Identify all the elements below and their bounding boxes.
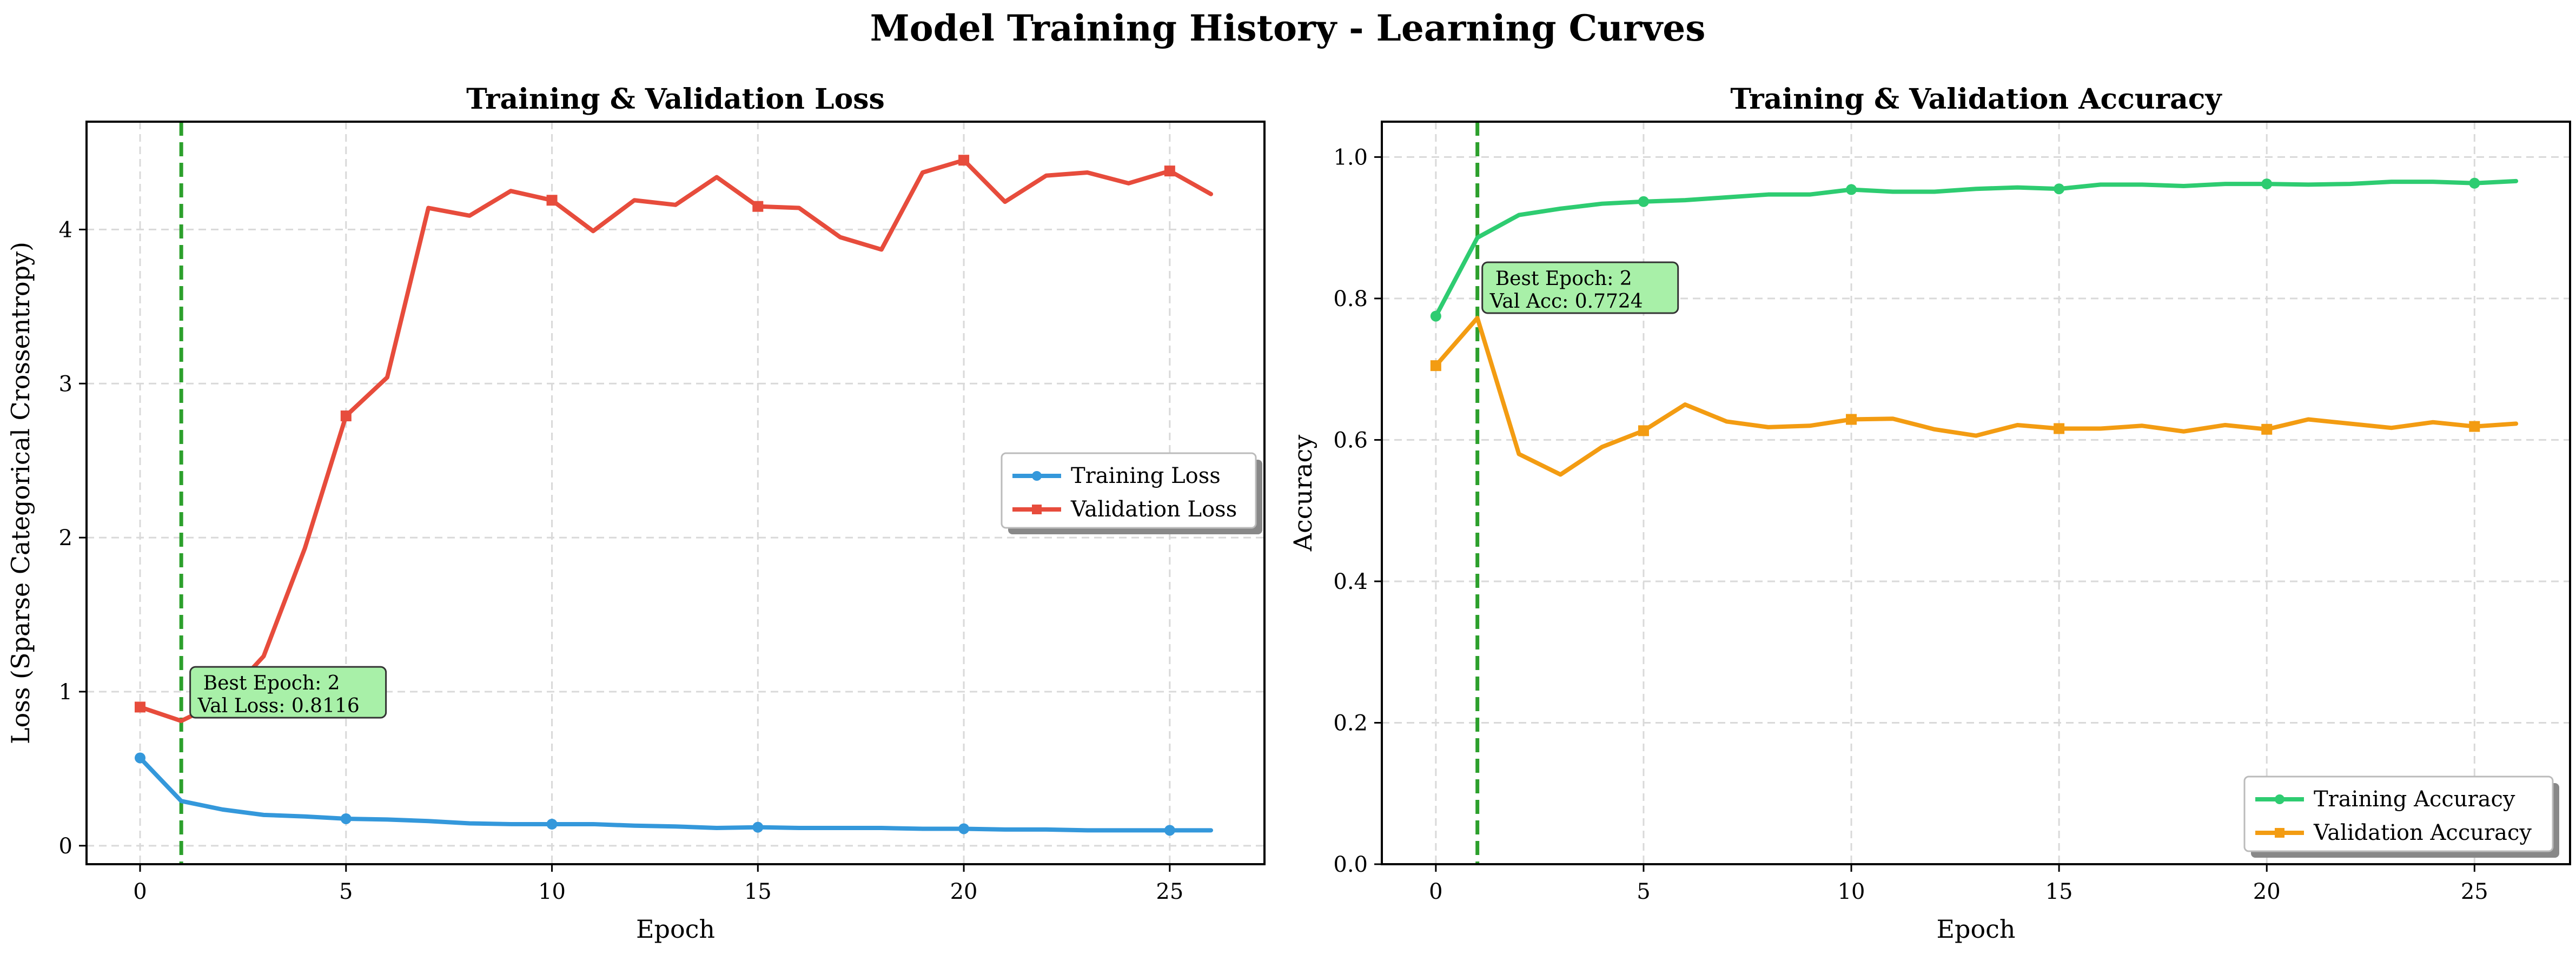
x-tick-label: 25: [1156, 879, 1183, 904]
data-point: [2261, 178, 2273, 190]
data-point: [1164, 165, 1175, 177]
legend-marker: [1032, 505, 1042, 514]
data-point: [2054, 183, 2065, 195]
loss-chart: 0 5 10 15 20 25 0 1 2 3 4 Epoch Loss (Sparse Categor…: [6, 83, 1266, 944]
x-tick-label: 10: [1838, 879, 1865, 904]
data-point: [2469, 421, 2480, 432]
chart-title: Training & Validation Loss: [466, 83, 885, 116]
data-point: [546, 818, 558, 830]
accuracy-chart: 0 5 10 15 20 25 0.0 0.2 0.4 0.6 0.8 1.0 Epoch Accurac…: [1288, 83, 2571, 944]
y-axis-label: Loss (Sparse Categorical Crossentropy): [6, 242, 35, 744]
figure-title: Model Training History - Learning Curves: [870, 7, 1706, 49]
best-epoch-annotation: [1481, 261, 1679, 314]
plot-frame: [85, 121, 1266, 865]
y-tick-label: 0.6: [1333, 428, 1368, 453]
legend-label: Training Accuracy: [2314, 787, 2515, 812]
x-tick-label: 25: [2461, 879, 2488, 904]
data-point: [2469, 177, 2480, 189]
x-tick-label: 5: [339, 879, 353, 904]
series-line-val-loss: [138, 158, 1213, 724]
series-line-train-acc: [1433, 178, 2519, 319]
y-tick-label: 0.4: [1333, 569, 1368, 594]
data-point: [958, 155, 970, 166]
y-tick-label: 0.8: [1333, 287, 1368, 312]
data-point: [340, 813, 352, 824]
y-tick-label: 0.0: [1333, 852, 1368, 877]
data-point: [752, 821, 764, 833]
data-point: [135, 752, 145, 764]
legend-box: [2243, 776, 2554, 852]
x-tick-label: 20: [950, 879, 978, 904]
data-point: [1846, 414, 1857, 425]
series-line-val-acc: [1433, 315, 2519, 477]
data-point: [2054, 423, 2065, 434]
data-point: [958, 823, 970, 834]
y-tick-label: 1.0: [1333, 145, 1368, 170]
legend-label: Training Loss: [1071, 463, 1221, 488]
y-tick-label: 0.2: [1333, 711, 1368, 735]
x-axis-label: Epoch: [636, 914, 715, 944]
x-tick-label: 10: [538, 879, 566, 904]
x-axis-label: Epoch: [1936, 914, 2015, 944]
data-point: [1430, 310, 1441, 322]
plot-frame: [1381, 121, 2571, 865]
data-point: [135, 701, 145, 713]
data-point: [752, 201, 764, 212]
x-tick-label: 15: [744, 879, 772, 904]
x-tick-label: 5: [1637, 879, 1650, 904]
series-line-train-loss: [138, 755, 1213, 833]
annotation-text: Best Epoch: 2: [1495, 268, 1632, 290]
chart-title: Training & Validation Accuracy: [1730, 83, 2222, 116]
data-point: [2261, 423, 2273, 435]
y-tick-label: 0: [59, 834, 72, 859]
y-tick-label: 4: [59, 217, 72, 242]
x-tick-label: 20: [2253, 879, 2281, 904]
annotation-text: Best Epoch: 2: [203, 672, 340, 694]
data-point: [1430, 360, 1441, 372]
legend-label: Validation Loss: [1070, 497, 1237, 522]
legend-marker: [2275, 828, 2284, 838]
data-point: [546, 195, 558, 206]
legend-marker: [1032, 471, 1042, 481]
data-point: [1846, 184, 1857, 195]
data-point: [1638, 425, 1649, 436]
y-tick-label: 2: [59, 526, 72, 551]
data-point: [1164, 825, 1175, 836]
annotation-text: Val Acc: 0.7724: [1489, 290, 1643, 313]
legend-box: [1001, 452, 1257, 529]
legend-label: Validation Accuracy: [2313, 820, 2532, 845]
y-axis-label: Accuracy: [1288, 435, 1317, 552]
legend-marker: [2275, 794, 2284, 804]
y-tick-label: 1: [59, 680, 72, 705]
data-point: [1638, 196, 1649, 207]
x-tick-label: 0: [133, 879, 147, 904]
annotation-text: Val Loss: 0.8116: [197, 695, 360, 717]
y-tick-label: 3: [59, 372, 72, 396]
best-epoch-annotation: [189, 666, 387, 719]
x-tick-label: 15: [2045, 879, 2073, 904]
data-point: [340, 410, 352, 422]
x-tick-label: 0: [1429, 879, 1442, 904]
